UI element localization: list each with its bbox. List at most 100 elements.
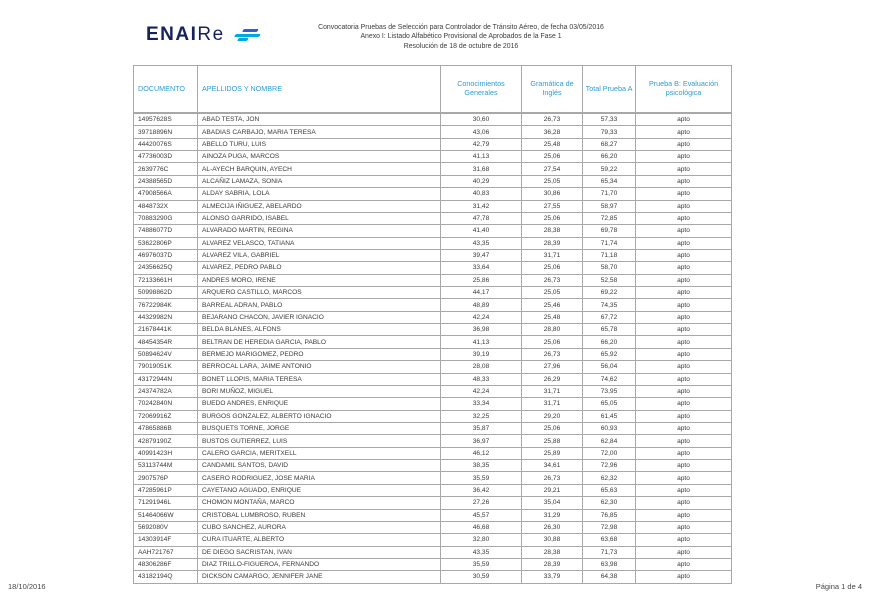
gramatica-ingles-cell: 28,38 xyxy=(521,545,583,559)
conocimientos-generales-cell: 39,19 xyxy=(440,347,522,362)
prueba-b-apto-cell: apto xyxy=(635,545,732,559)
gramatica-ingles-cell: 27,55 xyxy=(521,199,583,213)
gramatica-ingles-cell: 26,29 xyxy=(521,372,583,386)
total-prueba-a-cell: 63,68 xyxy=(582,533,636,547)
name-cell: BUEDO ANDRES, ENRIQUE xyxy=(197,397,441,411)
title-line-2: Anexo I: Listado Alfabético Provisional … xyxy=(360,33,562,41)
prueba-b-apto-cell: apto xyxy=(635,421,732,436)
conocimientos-generales-cell: 38,35 xyxy=(440,459,522,473)
total-prueba-a-cell: 71,70 xyxy=(582,187,636,201)
name-cell: ANDRES MORO, IRENE xyxy=(197,273,441,288)
table-row: 74886077D ALVARADO MARTIN, REGINA 41,40 28,… xyxy=(133,224,732,238)
total-prueba-a-cell: 71,73 xyxy=(582,545,636,559)
name-cell: BELTRAN DE HEREDIA GARCIA, PABLO xyxy=(197,335,441,349)
table-row: 43172944N BONET LLOPIS, MARIA TERESA 48,33… xyxy=(133,372,732,386)
prueba-b-apto-cell: apto xyxy=(635,570,732,584)
table-row: 43182194Q DICKSON CAMARGO, JENNIFER JANE 3… xyxy=(133,570,732,584)
prueba-b-apto-cell: apto xyxy=(635,459,732,473)
document-cell: AAH721767 xyxy=(133,545,198,559)
gramatica-ingles-cell: 25,06 xyxy=(521,211,583,226)
document-cell: 47736003D xyxy=(133,150,198,164)
name-cell: CANDAMIL SANTOS, DAVID xyxy=(197,459,441,473)
prueba-b-apto-cell: apto xyxy=(635,533,732,547)
name-cell: BEJARANO CHACON, JAVIER IGNACIO xyxy=(197,310,441,325)
name-cell: CUBO SANCHEZ, AURORA xyxy=(197,520,441,535)
prueba-b-apto-cell: apto xyxy=(635,434,732,448)
prueba-b-apto-cell: apto xyxy=(635,112,732,127)
name-cell: CHOMON MONTAÑA, MARCO xyxy=(197,496,441,510)
table-row: 47285961P CAYETANO AGUADO, ENRIQUE 36,42 29… xyxy=(133,483,732,498)
logo-text-light: Re xyxy=(197,24,225,45)
document-cell: 44420076S xyxy=(133,137,198,152)
conocimientos-generales-cell: 48,33 xyxy=(440,372,522,386)
table-row: 46976037D ALVAREZ VILA, GABRIEL 39,47 31,71… xyxy=(133,248,732,263)
name-cell: BONET LLOPIS, MARIA TERESA xyxy=(197,372,441,386)
document-cell: 24388565D xyxy=(133,174,198,189)
total-prueba-a-cell: 60,93 xyxy=(582,421,636,436)
gramatica-ingles-cell: 33,79 xyxy=(521,570,583,584)
title-line-1: Convocatoria Pruebas de Selección para C… xyxy=(318,24,604,31)
conocimientos-generales-cell: 35,59 xyxy=(440,471,522,485)
document-cell: 50998862D xyxy=(133,286,198,300)
table-row: 53113744M CANDAMIL SANTOS, DAVID 38,35 34,6… xyxy=(133,459,732,473)
table-row: 44420076S ABELLO TURU, LUIS 42,79 25,48 68,2… xyxy=(133,137,732,152)
name-cell: BERROCAL LARA, JAIME ANTONIO xyxy=(197,360,441,374)
conocimientos-generales-cell: 41,13 xyxy=(440,150,522,164)
table-row: 47908566A ALDAY SABRIA, LOLA 40,83 30,86 71,… xyxy=(133,187,732,201)
prueba-b-apto-cell: apto xyxy=(635,199,732,213)
gramatica-ingles-cell: 26,73 xyxy=(521,112,583,127)
enaire-wind-lines-icon xyxy=(234,29,261,41)
conocimientos-generales-cell: 39,47 xyxy=(440,248,522,263)
gramatica-ingles-cell: 34,61 xyxy=(521,459,583,473)
prueba-b-apto-cell: apto xyxy=(635,286,732,300)
results-table: 14957628S ABAD TESTA, JON 30,60 26,73 57,33 a… xyxy=(133,112,732,584)
gramatica-ingles-cell: 25,48 xyxy=(521,137,583,152)
total-prueba-a-cell: 72,00 xyxy=(582,446,636,461)
gramatica-ingles-cell: 28,38 xyxy=(521,224,583,238)
gramatica-ingles-cell: 28,39 xyxy=(521,557,583,572)
conocimientos-generales-cell: 48,89 xyxy=(440,298,522,312)
total-prueba-a-cell: 71,18 xyxy=(582,248,636,263)
results-table-header: DOCUMENTO APELLIDOS Y NOMBRE Conocimientos… xyxy=(133,65,732,113)
logo-line-bottom xyxy=(237,38,249,41)
table-row: 47736003D AINOZA PUGA, MARCOS 41,13 25,06 66… xyxy=(133,150,732,164)
gramatica-ingles-cell: 30,88 xyxy=(521,533,583,547)
total-prueba-a-cell: 64,38 xyxy=(582,570,636,584)
table-row: 50894624V BERMEJO MARIGOMEZ, PEDRO 39,19 26… xyxy=(133,347,732,362)
gramatica-ingles-cell: 25,05 xyxy=(521,174,583,189)
document-cell: 48454354R xyxy=(133,335,198,349)
gramatica-ingles-cell: 35,04 xyxy=(521,496,583,510)
table-row: 24374782A BORI MUÑOZ, MIGUEL 42,24 31,71 73,… xyxy=(133,384,732,399)
total-prueba-a-cell: 62,84 xyxy=(582,434,636,448)
document-cell: 24356625Q xyxy=(133,261,198,275)
name-cell: ALVARADO MARTIN, REGINA xyxy=(197,224,441,238)
conocimientos-generales-cell: 31,68 xyxy=(440,162,522,176)
gramatica-ingles-cell: 30,86 xyxy=(521,187,583,201)
gramatica-ingles-cell: 25,06 xyxy=(521,421,583,436)
table-row: 42879190Z BUSTOS GUTIERREZ, LUIS 36,97 25,8… xyxy=(133,434,732,448)
gramatica-ingles-cell: 31,71 xyxy=(521,397,583,411)
prueba-b-apto-cell: apto xyxy=(635,323,732,337)
name-cell: BORI MUÑOZ, MIGUEL xyxy=(197,384,441,399)
table-row: 50998862D ARQUERO CASTILLO, MARCOS 44,17 25… xyxy=(133,286,732,300)
prueba-b-apto-cell: apto xyxy=(635,508,732,522)
prueba-b-apto-cell: apto xyxy=(635,372,732,386)
gramatica-ingles-cell: 29,21 xyxy=(521,483,583,498)
prueba-b-apto-cell: apto xyxy=(635,335,732,349)
table-row: 14303914F CURA ITUARTE, ALBERTO 32,80 30,88… xyxy=(133,533,732,547)
table-row: 40991423H CALERO GARCIA, MERITXELL 46,12 25… xyxy=(133,446,732,461)
conocimientos-generales-cell: 40,29 xyxy=(440,174,522,189)
conocimientos-generales-cell: 33,34 xyxy=(440,397,522,411)
prueba-b-apto-cell: apto xyxy=(635,446,732,461)
table-row: 48306286F DIAZ TRILLO-FIGUEROA, FERNANDO 3… xyxy=(133,557,732,572)
name-cell: BARREAL ADRAN, PABLO xyxy=(197,298,441,312)
conocimientos-generales-cell: 31,42 xyxy=(440,199,522,213)
document-cell: 4848732X xyxy=(133,199,198,213)
conocimientos-generales-cell: 32,25 xyxy=(440,409,522,423)
gramatica-ingles-cell: 25,89 xyxy=(521,446,583,461)
total-prueba-a-cell: 65,92 xyxy=(582,347,636,362)
conocimientos-generales-cell: 46,12 xyxy=(440,446,522,461)
prueba-b-apto-cell: apto xyxy=(635,557,732,572)
name-cell: CURA ITUARTE, ALBERTO xyxy=(197,533,441,547)
name-cell: BERMEJO MARIGOMEZ, PEDRO xyxy=(197,347,441,362)
